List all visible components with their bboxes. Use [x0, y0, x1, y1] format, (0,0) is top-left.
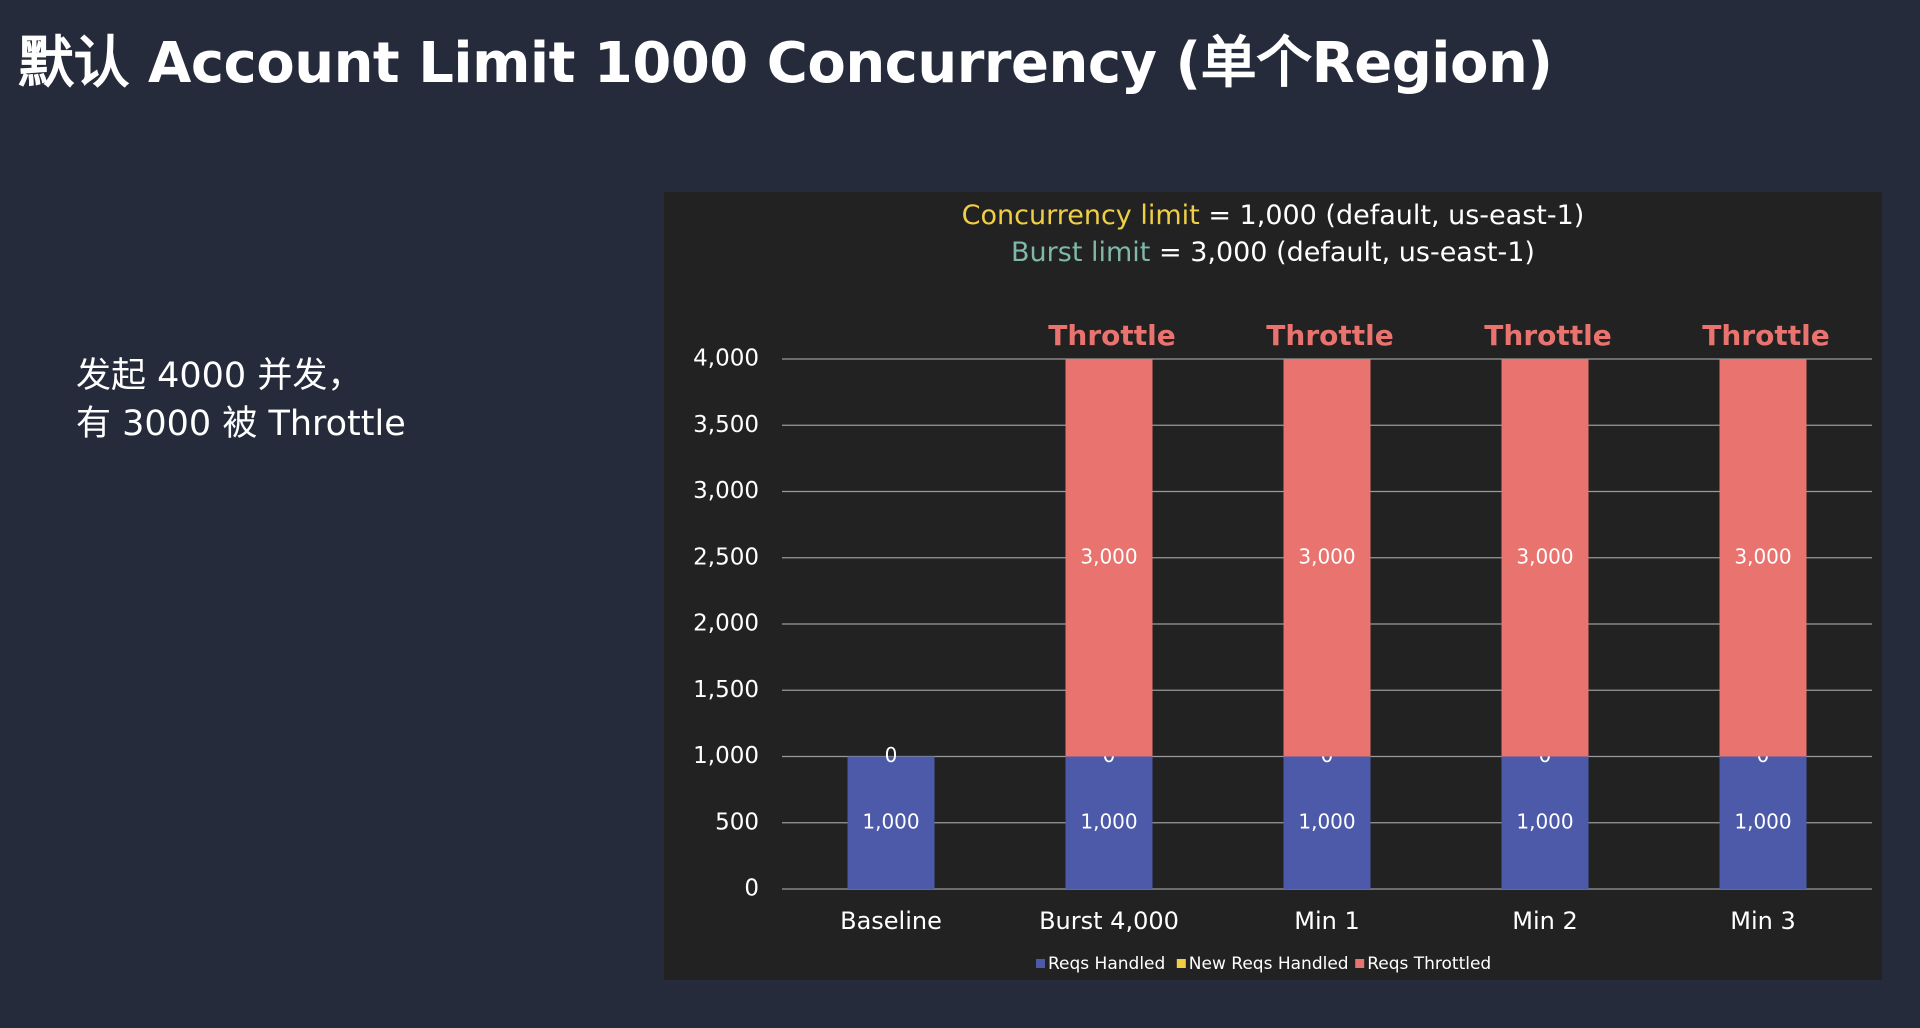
y-tick-label: 500 [715, 809, 759, 835]
y-tick-label: 3,000 [693, 478, 759, 504]
burst-limit-header: Burst limit = 3,000 (default, us-east-1) [664, 237, 1882, 268]
bar-segment [1065, 359, 1153, 757]
legend-swatch [1355, 959, 1365, 968]
legend-label: New Reqs Handled [1189, 954, 1349, 974]
bar-segment [1065, 756, 1153, 889]
x-tick-label: Min 2 [1512, 907, 1577, 935]
data-label: 3,000 [1516, 544, 1573, 568]
burst-limit-label: Burst limit [1011, 237, 1151, 268]
bullet-line-1: 发起 4000 并发， [76, 356, 363, 396]
concurrency-limit-label: Concurrency limit [961, 200, 1200, 231]
x-tick-label: Min 1 [1294, 907, 1359, 935]
data-label: 3,000 [1298, 544, 1355, 568]
y-tick-label: 2,500 [693, 544, 759, 570]
y-tick-label: 1,500 [693, 677, 759, 703]
bar-segment [1719, 359, 1807, 757]
data-label: 1,000 [1734, 809, 1791, 833]
legend-swatch [1176, 959, 1186, 968]
bar-segment [1283, 359, 1371, 757]
x-tick-label: Baseline [840, 907, 942, 935]
legend-swatch [1036, 959, 1045, 968]
data-label: 1,000 [1080, 809, 1137, 833]
throttle-annotation: Throttle [1048, 319, 1175, 352]
bullet-text: 发起 4000 并发， 有 3000 被 Throttle [76, 352, 406, 448]
y-tick-label: 4,000 [693, 346, 759, 372]
data-label: 1,000 [1298, 809, 1355, 833]
data-label: 0 [885, 743, 898, 767]
y-tick-label: 3,500 [693, 412, 759, 438]
bar-segment [1719, 756, 1807, 889]
concurrency-limit-header: Concurrency limit = 1,000 (default, us-e… [664, 200, 1882, 231]
data-label: 3,000 [1734, 544, 1791, 568]
data-label: 1,000 [1516, 809, 1573, 833]
legend-label: Reqs Throttled [1367, 954, 1491, 974]
y-tick-label: 2,000 [693, 611, 759, 637]
x-tick-label: Burst 4,000 [1039, 907, 1179, 935]
y-tick-label: 1,000 [693, 743, 759, 769]
stacked-bar-chart: 0 500 1,000 1,500 2,000 2,500 3,000 3,500 4,000 1… [693, 319, 1872, 974]
legend-label: Reqs Handled [1048, 954, 1165, 974]
concurrency-limit-value: = 1,000 (default, us-east-1) [1199, 200, 1585, 231]
bar-segment [1283, 756, 1371, 889]
bar-segment [847, 756, 935, 889]
throttle-annotation: Throttle [1266, 319, 1393, 352]
slide-title: 默认 Account Limit 1000 Concurrency (单个Reg… [18, 31, 1553, 96]
bar-segment [1501, 359, 1589, 757]
chart-panel: Concurrency limit = 1,000 (default, us-e… [664, 192, 1882, 980]
throttle-annotation: Throttle [1702, 319, 1829, 352]
data-label: 3,000 [1080, 544, 1137, 568]
burst-limit-value: = 3,000 (default, us-east-1) [1150, 237, 1535, 268]
throttle-annotation: Throttle [1484, 319, 1611, 352]
bullet-line-2: 有 3000 被 Throttle [76, 404, 406, 444]
y-tick-label: 0 [744, 876, 759, 902]
x-tick-label: Min 3 [1730, 907, 1795, 935]
bar-segment [1501, 756, 1589, 889]
data-label: 1,000 [862, 809, 919, 833]
